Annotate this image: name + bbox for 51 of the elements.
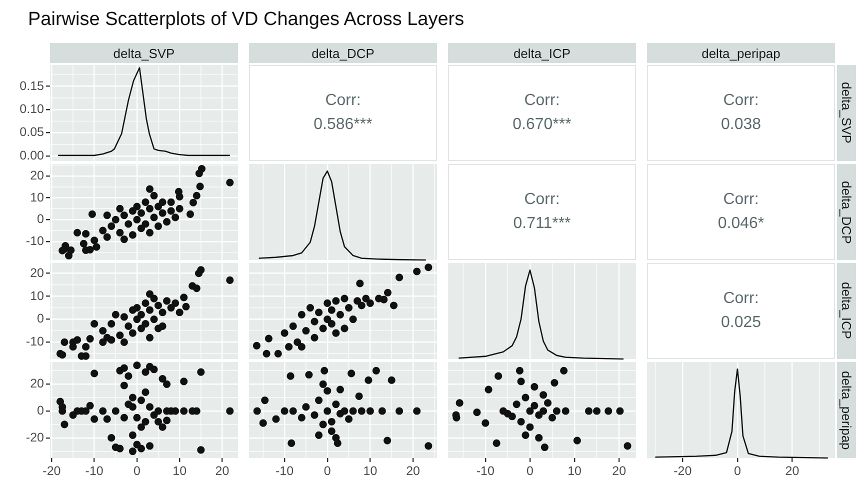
text: delta_DCP [249,43,437,63]
text: delta_ICP [837,263,856,359]
y-tick-label: 20 [30,168,44,182]
text: Corr: [723,289,759,309]
y-tick-label: 0.05 [20,125,44,140]
text: Corr: [723,190,759,210]
y-tick-label: 0 [37,403,44,418]
y-tick-label: 0 [37,212,44,226]
text: Pairwise Scatterplots of VD Changes Across Layers [28,9,464,31]
y-tick-label: 10 [30,190,44,204]
text: delta_peripap [647,43,835,63]
x-tick-label: -10 [85,464,104,478]
text: 0.025 [720,313,762,333]
y-tick-label: -20 [26,430,44,444]
text: 0.670*** [512,115,572,135]
text: delta_ICP [448,43,636,63]
x-tick-label: -10 [276,464,294,478]
text: 0.586*** [314,115,372,135]
x-tick-label: -20 [674,464,692,478]
x-tick-label: 0 [734,464,741,478]
text: 0.046* [718,214,764,234]
x-tick-label: 20 [785,464,800,478]
text: delta_DCP [837,164,856,260]
y-tick-label: -10 [26,334,44,349]
x-tick-label: 20 [215,464,230,478]
y2-axis-title: delta_peripap [837,362,856,458]
x-tick-label: -10 [476,464,494,478]
text: Corr: [723,91,759,111]
y-tick-label: 10 [30,288,44,303]
x-tick-label: 20 [612,464,626,478]
text: Corr: [325,91,361,111]
x-tick-label: 10 [568,464,582,478]
text: delta_SVP [837,65,856,161]
y-tick-label: 20 [30,266,44,280]
y-tick-label: 20 [30,376,44,391]
y-tick-label: 0 [37,312,44,326]
chart-title: delta_SVP [50,43,238,63]
y-tick-label: -10 [26,234,44,248]
x-tick-label: 0 [526,464,534,478]
text: 0.038 [720,115,762,135]
text: 0.711*** [513,214,571,234]
y-tick-label: 0.10 [20,102,44,116]
y-tick-label: 0.15 [20,78,44,93]
x-tick-label: 10 [172,464,187,478]
x-tick-label: 0 [324,464,331,478]
text: Corr: [524,190,560,210]
x-tick-label: 20 [406,464,420,478]
x-tick-label: 0 [133,464,140,478]
text: Corr: [524,91,560,111]
y-tick-label: 0.00 [20,148,44,162]
x-tick-label: 10 [363,464,378,478]
